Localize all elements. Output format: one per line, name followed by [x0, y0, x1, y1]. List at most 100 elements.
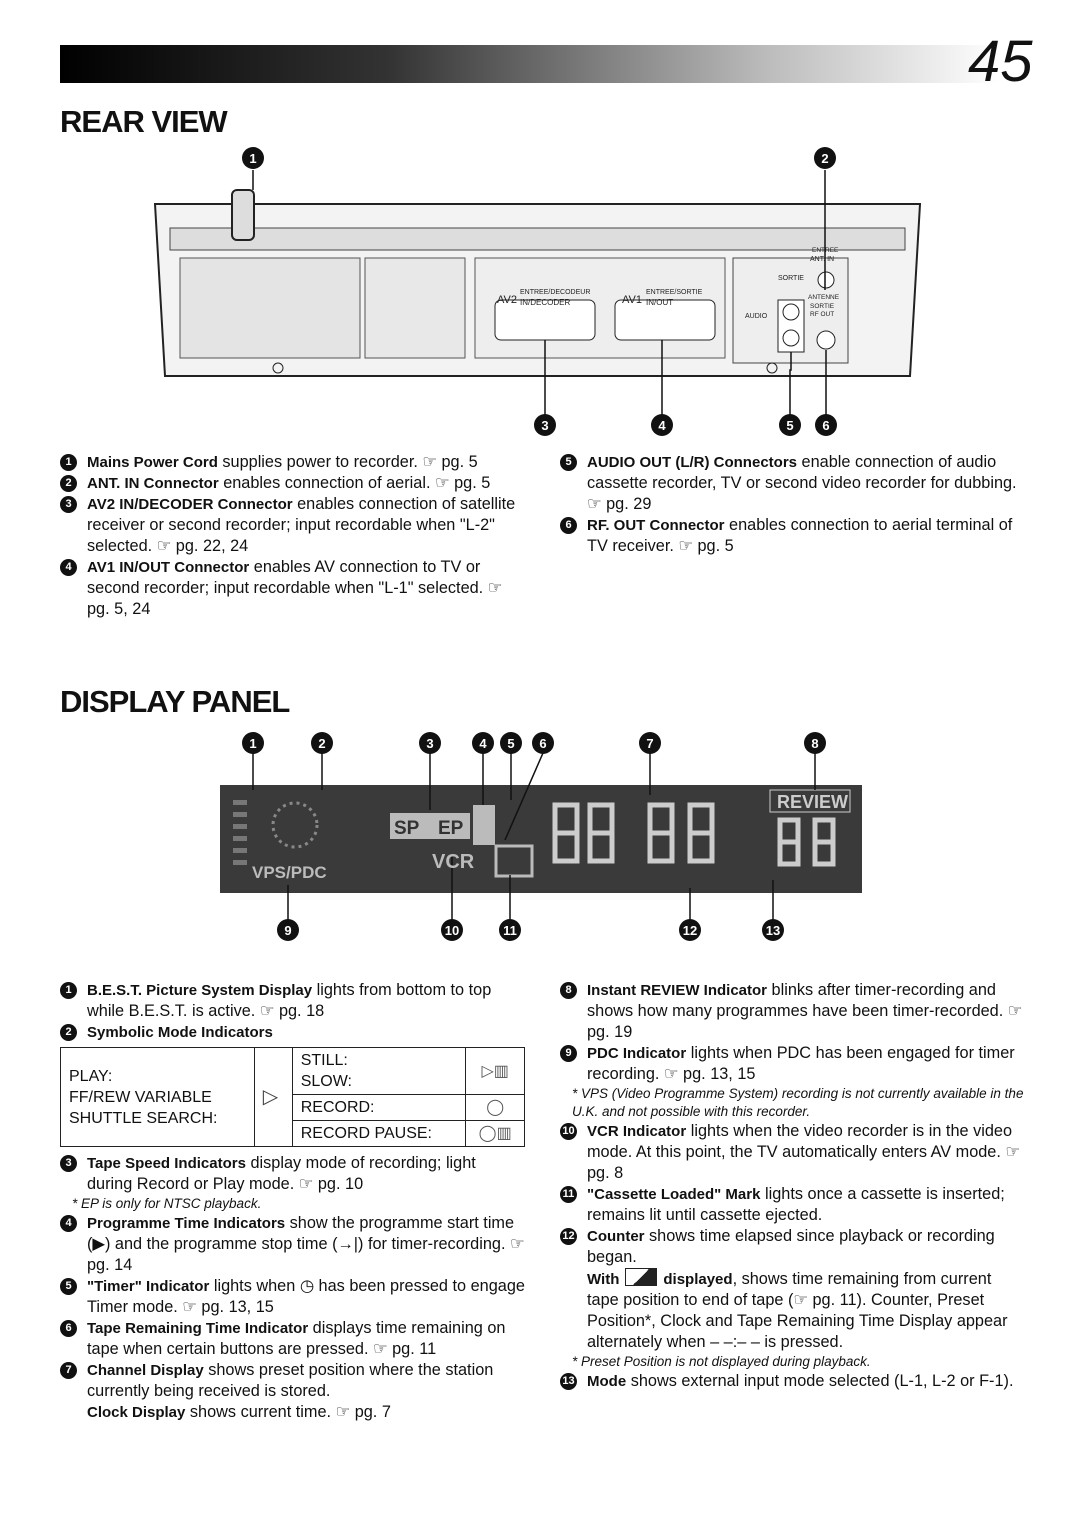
list-item: 1 B.E.S.T. Picture System Display lights … — [60, 980, 525, 1022]
item-note: * VPS (Video Programme System) recording… — [572, 1086, 1024, 1119]
item-text: enables connection of aerial. ☞ pg. 5 — [218, 474, 491, 492]
item-continuation: With displayed, shows time remaining from… — [560, 1268, 1025, 1353]
connector-label: AV2 — [497, 294, 517, 306]
item-number: 6 — [560, 517, 577, 534]
item-term: "Timer" Indicator — [87, 1278, 210, 1295]
callout-badge — [815, 414, 837, 436]
item-term: Mains Power Cord — [87, 454, 218, 471]
list-item: 12 Counter shows time elapsed since playb… — [560, 1226, 1025, 1268]
item-number: 1 — [60, 982, 77, 999]
list-item: 3 AV2 IN/DECODER Connector enables connec… — [60, 494, 525, 557]
item-term: Tape Speed Indicators — [87, 1155, 246, 1172]
callout-number: 4 — [479, 736, 487, 751]
list-item: 1 Mains Power Cord supplies power to reco… — [60, 452, 525, 473]
item-text: enable connection of audio cassette reco… — [587, 453, 1017, 513]
display-right-column: 8 Instant REVIEW Indicator blinks after t… — [560, 980, 1025, 1392]
callout-number: 13 — [766, 923, 780, 938]
callout-badge — [762, 919, 784, 941]
item-text: shows current time. ☞ pg. 7 — [185, 1403, 391, 1421]
connector-label: IN/DECODER — [520, 298, 570, 307]
item-term: AUDIO OUT (L/R) Connectors — [587, 454, 797, 471]
item-term: PDC Indicator — [587, 1045, 687, 1062]
callout-badge — [242, 732, 264, 754]
connector-label: SORTIE — [778, 275, 804, 282]
indicator-label: VPS/PDC — [252, 863, 327, 882]
item-text: lights when ◷ has been pressed to engage… — [87, 1277, 525, 1316]
callout-number: 10 — [445, 923, 459, 938]
list-item: 6 Tape Remaining Time Indicator displays … — [60, 1318, 525, 1360]
callout-badge — [311, 732, 333, 754]
connector-label: AUDIO — [745, 313, 768, 320]
item-term: Counter — [587, 1228, 645, 1245]
item-text: blinks after timer-recording and shows h… — [587, 981, 1023, 1041]
item-term: AV2 IN/DECODER Connector — [87, 496, 293, 513]
display-left-column: 1 B.E.S.T. Picture System Display lights … — [60, 980, 525, 1423]
table-cell: ◯ — [465, 1094, 525, 1121]
indicator-label: EP — [438, 818, 464, 839]
item-term: VCR Indicator — [587, 1123, 687, 1140]
indicator-label: REVIEW — [777, 792, 848, 812]
callout-badge — [814, 147, 836, 169]
callout-number: 4 — [658, 418, 666, 433]
list-item: 6 RF. OUT Connector enables connection to… — [560, 515, 1025, 557]
item-term: RF. OUT Connector — [587, 517, 725, 534]
item-text: lights once a cassette is inserted; rema… — [587, 1185, 1005, 1224]
list-item: 4 Programme Time Indicators show the prog… — [60, 1213, 525, 1276]
callout-badge — [441, 919, 463, 941]
indicator-label: SP — [394, 818, 420, 839]
list-item: 2 Symbolic Mode Indicators — [60, 1022, 525, 1043]
table-cell: ◯▥ — [465, 1120, 525, 1147]
callout-badge — [242, 147, 264, 169]
callout-badge — [499, 919, 521, 941]
callout-number: 2 — [318, 736, 325, 751]
item-text: lights when PDC has been engaged for tim… — [587, 1044, 1015, 1083]
item-term: AV1 IN/OUT Connector — [87, 559, 250, 576]
item-number: 3 — [60, 1155, 77, 1172]
item-number: 7 — [60, 1362, 77, 1379]
page-number: 45 — [968, 29, 1033, 94]
list-item: 10 VCR Indicator lights when the video re… — [560, 1121, 1025, 1184]
mode-text: RECORD: — [300, 1099, 375, 1116]
list-item: 4 AV1 IN/OUT Connector enables AV connect… — [60, 557, 525, 620]
item-number: 4 — [60, 1215, 77, 1232]
callout-badge — [277, 919, 299, 941]
item-number: 11 — [560, 1186, 577, 1203]
item-text: enables AV connection to TV or second re… — [87, 558, 503, 618]
callout-number: 3 — [541, 418, 548, 433]
list-item: 2 ANT. IN Connector enables connection of… — [60, 473, 525, 494]
connector-label: ENTREE/SORTIE — [646, 289, 703, 296]
item-note: * EP is only for NTSC playback. — [72, 1196, 262, 1211]
callout-badge — [639, 732, 661, 754]
connector-label: ENTREE — [812, 247, 839, 254]
item-number: 4 — [60, 559, 77, 576]
item-text: show the programme start time (▶) and th… — [87, 1214, 525, 1274]
callout-number: 1 — [249, 151, 256, 166]
rear-left-column: 1 Mains Power Cord supplies power to reco… — [60, 452, 525, 620]
callout-badge — [500, 732, 522, 754]
callout-badge — [419, 732, 441, 754]
callout-number: 5 — [507, 736, 514, 751]
table-cell: RECORD PAUSE: — [291, 1120, 467, 1147]
play-mode-text: FF/REW VARIABLE — [69, 1088, 212, 1106]
table-cell: RECORD: — [291, 1094, 467, 1121]
header-bar — [60, 45, 1000, 83]
callout-number: 8 — [811, 736, 818, 751]
item-term: B.E.S.T. Picture System Display — [87, 982, 313, 999]
callout-badge — [532, 732, 554, 754]
indicator-label: VCR — [432, 851, 475, 873]
callout-badge — [679, 919, 701, 941]
callout-number: 2 — [821, 151, 828, 166]
callout-badge — [534, 414, 556, 436]
item-number: 5 — [60, 1278, 77, 1295]
list-item: 11 "Cassette Loaded" Mark lights once a c… — [560, 1184, 1025, 1226]
callout-number: 5 — [786, 418, 793, 433]
table-row: RECORD PAUSE: ◯▥ — [61, 1120, 525, 1147]
connector-label: IN/OUT — [646, 298, 673, 307]
list-item: 5 AUDIO OUT (L/R) Connectors enable conne… — [560, 452, 1025, 515]
item-note: * Preset Position is not displayed durin… — [572, 1354, 871, 1369]
list-item: 7 Channel Display shows preset position w… — [60, 1360, 525, 1402]
item-number: 6 — [60, 1320, 77, 1337]
connector-label: SORTIE — [810, 303, 835, 310]
